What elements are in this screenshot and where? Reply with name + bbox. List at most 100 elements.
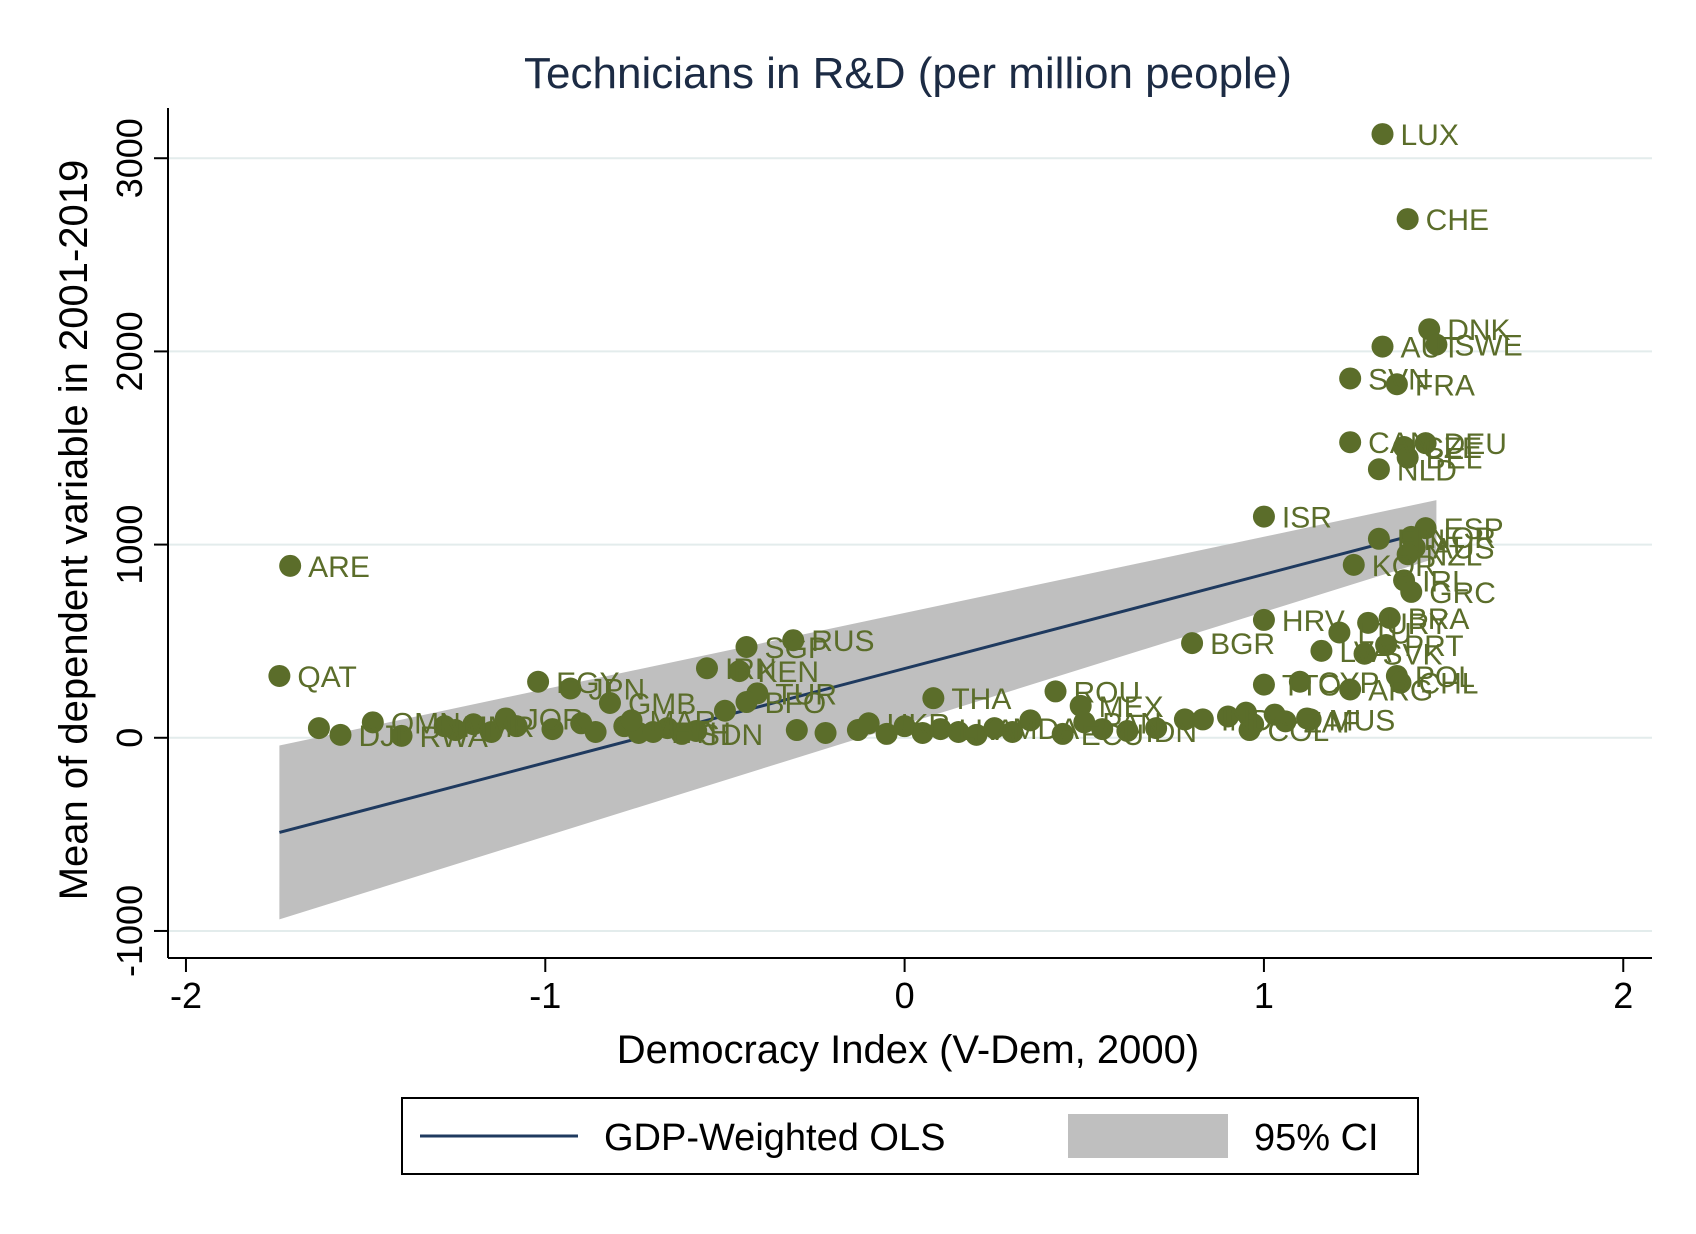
data-point-svn <box>1339 367 1362 390</box>
point-label-arg: ARG <box>1368 674 1433 707</box>
data-point-rou <box>1044 680 1067 703</box>
point-label-deu: DEU <box>1444 428 1507 461</box>
point-label-svk: SVK <box>1383 639 1443 672</box>
data-point-bel <box>1396 446 1419 469</box>
point-label-omn: OMN <box>391 707 461 740</box>
point-label-mex: MEX <box>1099 691 1164 724</box>
data-point-mus <box>1299 708 1322 731</box>
chart-title: Technicians in R&D (per million people) <box>524 49 1292 98</box>
data-point-irn <box>695 657 718 680</box>
ticks: -2 -1 0 1 2 -1000 0 1000 2000 3000 <box>109 118 1633 1016</box>
point-label-qat: QAT <box>297 661 356 694</box>
data-point-aut <box>1371 335 1394 358</box>
point-label-col: COL <box>1268 715 1330 748</box>
x-tick-label: -1 <box>529 975 561 1016</box>
point-label-lka: LKA <box>959 714 1016 747</box>
legend-ci-swatch <box>1068 1114 1228 1158</box>
data-point-mex <box>1069 694 1092 717</box>
point-label-grc: GRC <box>1429 577 1496 610</box>
data-point-bra <box>1378 607 1401 629</box>
points-layer <box>268 123 1448 747</box>
point-label-cyp: CYP <box>1318 667 1380 700</box>
point-label-hrv: HRV <box>1282 605 1345 638</box>
data-point-mda <box>983 717 1006 740</box>
data-point <box>1091 718 1114 741</box>
data-point-ltu <box>1328 621 1351 644</box>
data-point-gmb <box>598 692 621 714</box>
point-label-pan: PAN <box>1102 707 1161 740</box>
data-point-ury <box>1357 611 1380 634</box>
data-point-mmr <box>433 715 456 738</box>
point-label-idn: IDN <box>1145 716 1197 749</box>
point-label-tto: TTO <box>1282 670 1341 703</box>
point-label-are: ARE <box>308 551 370 584</box>
data-point-swe <box>1425 333 1448 356</box>
data-point-ind <box>1191 708 1214 731</box>
data-point <box>875 722 898 745</box>
point-label-irl: IRL <box>1422 565 1469 598</box>
point-label-aus: AUS <box>1433 532 1495 565</box>
data-point <box>1001 720 1024 743</box>
data-point-rwa <box>390 724 413 747</box>
data-point <box>584 720 607 743</box>
point-label-ken: KEN <box>757 656 819 689</box>
point-label-nld: NLD <box>1397 454 1457 487</box>
data-point-mar <box>620 709 643 732</box>
data-point-jor <box>494 707 517 730</box>
point-label-lva: LVA <box>1339 636 1391 669</box>
data-point-che <box>1396 208 1419 231</box>
point-label-gmb: GMB <box>628 688 696 721</box>
point-label-fin: FIN <box>1397 524 1445 557</box>
point-label-irn: IRN <box>725 653 777 686</box>
point-label-can: CAN <box>1368 427 1431 460</box>
point-label-lux: LUX <box>1401 119 1459 152</box>
legend: GDP-Weighted OLS 95% CI <box>401 1097 1419 1175</box>
data-point-tha <box>922 687 945 710</box>
data-point-grc <box>1400 580 1423 603</box>
point-label-prt: PRT <box>1404 630 1463 663</box>
data-point-nzl <box>1396 543 1419 566</box>
point-label-chl: CHL <box>1418 668 1478 701</box>
point-label-ury: URY <box>1386 608 1449 641</box>
x-tick-label: 2 <box>1613 975 1633 1016</box>
data-point <box>965 723 988 746</box>
data-point-sgp <box>735 635 758 658</box>
y-tick-label: 1000 <box>109 505 150 585</box>
data-point-jpn <box>559 677 582 700</box>
y-tick-label: -1000 <box>109 885 150 977</box>
fit-line <box>279 527 1437 834</box>
point-label-bel: BEL <box>1426 443 1483 476</box>
data-point-hrv <box>1252 608 1275 631</box>
data-point-svk <box>1353 642 1376 665</box>
data-point-deu <box>1414 432 1437 455</box>
point-label-kor: KOR <box>1372 550 1437 583</box>
data-point <box>462 713 485 736</box>
fit-line-layer <box>279 527 1437 834</box>
point-label-dnk: DNK <box>1447 314 1510 347</box>
data-point-omn <box>361 711 384 734</box>
point-label-ltu: LTU <box>1357 617 1411 650</box>
data-point-kor <box>1342 553 1365 576</box>
legend-label-ols: GDP-Weighted OLS <box>604 1117 945 1159</box>
data-point-arg <box>1339 678 1362 701</box>
data-point <box>307 717 330 740</box>
data-point-bgr <box>1181 632 1204 655</box>
data-point-lva <box>1310 639 1333 662</box>
point-label-svn: SVN <box>1368 363 1430 396</box>
data-point-fin <box>1367 527 1390 550</box>
data-point <box>1217 705 1239 728</box>
data-point <box>1145 717 1168 740</box>
y-tick-label: 3000 <box>109 118 150 198</box>
point-label-mmr: MMR <box>463 711 535 744</box>
point-label-sgp: SGP <box>765 632 828 665</box>
point-label-nor: NOR <box>1429 522 1496 555</box>
data-point <box>1173 708 1196 731</box>
data-point <box>911 721 934 744</box>
x-tick-label: 0 <box>895 975 915 1016</box>
data-point-idn <box>1116 720 1139 743</box>
data-point-are <box>279 554 302 577</box>
data-point-tto <box>1252 673 1275 696</box>
point-label-mar: MAR <box>650 705 717 738</box>
axes <box>167 108 1652 959</box>
data-point-ecu <box>1051 722 1074 745</box>
